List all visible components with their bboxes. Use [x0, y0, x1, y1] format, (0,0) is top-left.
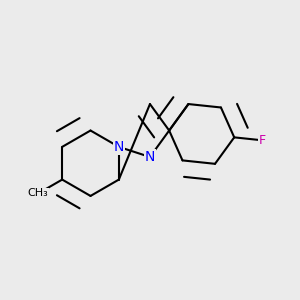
- Text: CH₃: CH₃: [28, 188, 49, 199]
- Text: F: F: [258, 134, 266, 147]
- Text: N: N: [114, 140, 124, 154]
- Text: N: N: [145, 150, 155, 164]
